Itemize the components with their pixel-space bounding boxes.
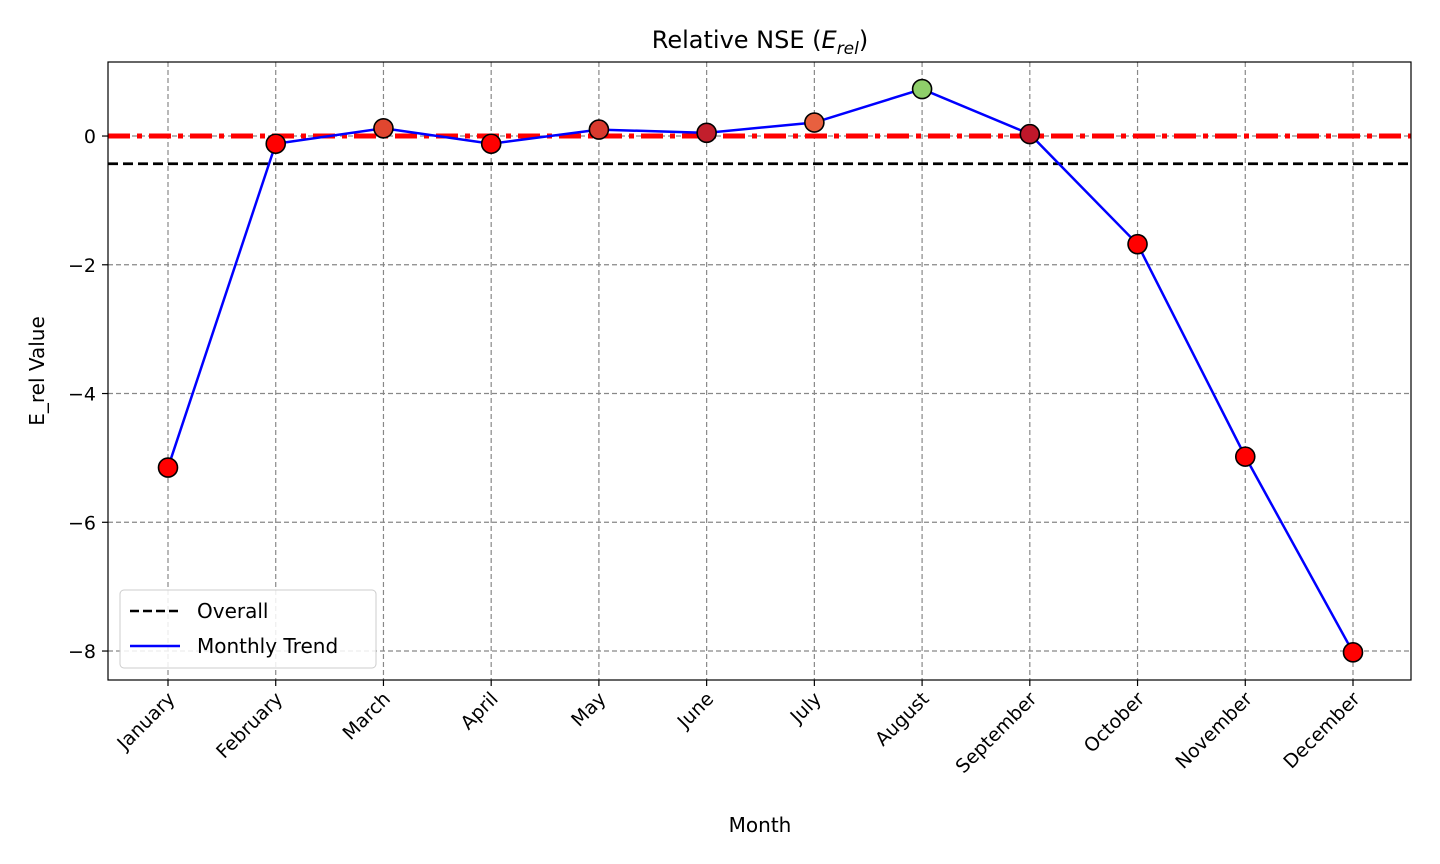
x-axis-label: Month — [729, 813, 792, 837]
y-axis-ticks: 0 −2 −4 −6 −8 — [68, 126, 108, 663]
chart-title-prefix: Relative NSE ( — [652, 26, 822, 54]
legend-monthly-trend-label: Monthly Trend — [197, 634, 338, 658]
data-point — [911, 78, 933, 100]
chart-title: Relative NSE (Erel) — [652, 26, 868, 59]
data-point — [373, 118, 394, 139]
data-point — [1234, 446, 1256, 467]
y-tick-label: −4 — [68, 384, 96, 406]
series-layer — [166, 87, 1355, 653]
plot-area-frame — [107, 61, 1412, 681]
y-tick-label: −8 — [68, 641, 96, 663]
data-point — [696, 122, 717, 144]
data-point — [157, 457, 179, 478]
data-point — [588, 119, 610, 140]
monthly-trend-line — [166, 87, 1355, 653]
markers-layer — [157, 78, 1364, 663]
data-point — [804, 112, 825, 133]
data-point — [1127, 233, 1148, 255]
y-tick-label: −6 — [68, 512, 96, 534]
chart-title-close: ) — [859, 26, 868, 54]
legend-overall-label: Overall — [197, 599, 268, 623]
chart-title-math: E — [822, 26, 838, 54]
data-point — [265, 133, 287, 155]
y-axis-label: E_rel Value — [25, 316, 49, 426]
grid — [108, 62, 1411, 680]
data-point — [1342, 642, 1364, 663]
legend: Overall Monthly Trend — [119, 589, 377, 669]
data-point — [480, 133, 502, 155]
data-point — [1019, 123, 1041, 145]
y-tick-label: −2 — [68, 255, 96, 277]
legend-box — [119, 589, 377, 669]
chart-title-subscript: rel — [837, 39, 859, 59]
y-tick-label: 0 — [84, 126, 96, 148]
